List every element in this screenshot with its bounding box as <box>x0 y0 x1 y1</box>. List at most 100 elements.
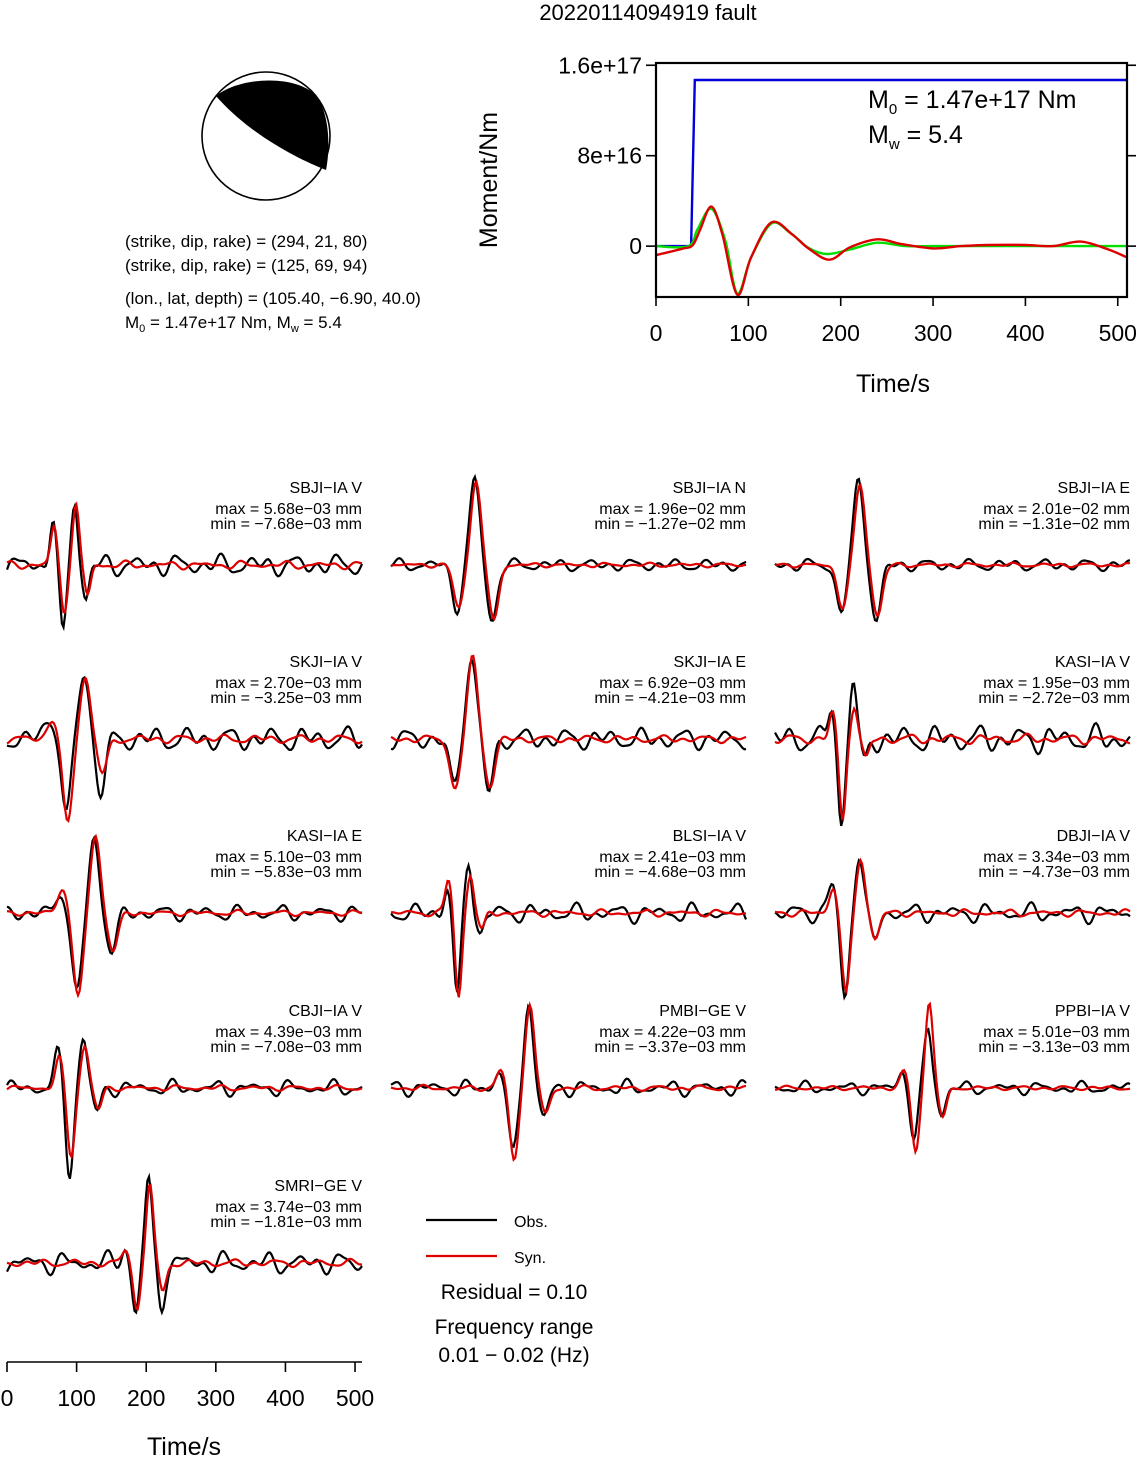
waveform-time-axis: 0 100 200 300 400 500 <box>1 1361 374 1411</box>
observed-trace <box>390 861 748 993</box>
legend-obs-label: Obs. <box>514 1214 548 1231</box>
beachball-compression-quadrant <box>216 80 329 170</box>
moment-x-tick-label: 500 <box>1099 320 1137 346</box>
moment-series-group <box>655 78 1128 296</box>
station-max: max = 6.92e−03 mm <box>599 675 746 692</box>
station-max: max = 1.95e−03 mm <box>983 675 1130 692</box>
moment-x-tick-label: 100 <box>729 320 767 346</box>
moment-y-axis-label: Moment/Nm <box>475 112 503 248</box>
station-min: min = −3.25e−03 mm <box>210 690 362 707</box>
moment-mw-annotation: Mw = 5.4 <box>868 121 963 153</box>
synthetic-trace <box>390 654 747 790</box>
station-name: KASI−IA E <box>287 828 362 845</box>
residual-text: Residual = 0.10 <box>441 1281 588 1304</box>
station-name: DBJI−IA V <box>1057 828 1131 845</box>
synthetic-trace <box>6 1044 363 1160</box>
station-name: SMRI−GE V <box>274 1178 362 1195</box>
moment-x-tick-label: 0 <box>650 320 663 346</box>
waveform-x-tick-label: 300 <box>197 1385 235 1411</box>
station-min: min = −1.27e−02 mm <box>594 516 746 533</box>
station-name: SBJI−IA N <box>673 480 746 497</box>
station-name: SKJI−IA E <box>674 654 746 671</box>
synthetic-trace <box>774 483 1131 617</box>
frequency-range-value: 0.01 − 0.02 (Hz) <box>438 1344 589 1367</box>
station-name: BLSI−IA V <box>673 828 747 845</box>
station-min: min = −4.68e−03 mm <box>594 864 746 881</box>
moment-y-tick-label: 1.6e+17 <box>558 52 642 78</box>
synthetic-trace <box>6 1183 363 1311</box>
station-min: min = −3.37e−03 mm <box>594 1039 746 1056</box>
location-text: (lon., lat, depth) = (105.40, −6.90, 40.… <box>125 289 421 308</box>
waveform-x-axis-label: Time/s <box>147 1433 221 1458</box>
plane-2-text: (strike, dip, rake) = (125, 69, 94) <box>125 256 367 275</box>
moment-series-2 <box>655 205 1128 296</box>
station-max: max = 2.01e−02 mm <box>983 501 1130 518</box>
focal-mechanism-beachball <box>201 71 331 201</box>
waveform-x-tick-label: 500 <box>336 1385 374 1411</box>
station-min: min = −4.73e−03 mm <box>978 864 1130 881</box>
synthetic-trace <box>390 479 747 621</box>
station-min: min = −3.13e−03 mm <box>978 1039 1130 1056</box>
station-name: SBJI−IA V <box>290 480 363 497</box>
legend-syn-label: Syn. <box>514 1250 546 1267</box>
station-min: min = −1.81e−03 mm <box>210 1214 362 1231</box>
station-min: min = −4.21e−03 mm <box>594 690 746 707</box>
moment-m0-annotation: M0 = 1.47e+17 Nm <box>868 86 1076 118</box>
station-name: CBJI−IA V <box>289 1003 363 1020</box>
synthetic-trace <box>774 1001 1131 1156</box>
station-max: max = 4.39e−03 mm <box>215 1024 362 1041</box>
moment-x-tick-label: 400 <box>1006 320 1044 346</box>
station-max: max = 5.68e−03 mm <box>215 501 362 518</box>
station-max: max = 3.34e−03 mm <box>983 849 1130 866</box>
station-name: KASI−IA V <box>1055 654 1130 671</box>
station-max: max = 2.70e−03 mm <box>215 675 362 692</box>
station-max: max = 5.10e−03 mm <box>215 849 362 866</box>
synthetic-trace <box>774 705 1131 821</box>
frequency-range-label: Frequency range <box>435 1316 594 1339</box>
plane-1-text: (strike, dip, rake) = (294, 21, 80) <box>125 232 367 251</box>
observed-trace <box>6 1172 363 1316</box>
moment-axes: 0 100 200 300 400 500 1.6e+17 8e+16 0 <box>558 52 1137 346</box>
figure-title: 20220114094919 fault <box>539 0 756 25</box>
station-min: min = −1.31e−02 mm <box>978 516 1130 533</box>
station-max: max = 2.41e−03 mm <box>599 849 746 866</box>
moment-y-tick-label: 8e+16 <box>577 143 642 169</box>
waveform-x-tick-label: 200 <box>127 1385 165 1411</box>
synthetic-trace <box>774 857 1131 996</box>
waveform-x-tick-label: 400 <box>266 1385 304 1411</box>
observed-trace <box>774 477 1131 623</box>
station-max: max = 4.22e−03 mm <box>599 1024 746 1041</box>
station-min: min = −7.08e−03 mm <box>210 1039 362 1056</box>
station-name: PPBI−IA V <box>1055 1003 1130 1020</box>
station-max: max = 5.01e−03 mm <box>983 1024 1130 1041</box>
station-min: min = −5.83e−03 mm <box>210 864 362 881</box>
observed-trace <box>390 473 747 623</box>
moment-x-tick-label: 300 <box>914 320 952 346</box>
waveform-x-tick-label: 0 <box>1 1385 14 1411</box>
synthetic-trace <box>6 677 363 823</box>
station-min: min = −7.68e−03 mm <box>210 516 362 533</box>
observed-trace <box>390 1003 747 1149</box>
moment-magnitude-text: M0 = 1.47e+17 Nm, Mw = 5.4 <box>125 313 342 335</box>
station-max: max = 3.74e−03 mm <box>215 1199 362 1216</box>
synthetic-trace <box>6 833 363 999</box>
moment-x-axis-label: Time/s <box>856 370 930 398</box>
synthetic-trace <box>390 873 747 998</box>
station-name: SBJI−IA E <box>1058 480 1130 497</box>
station-name: PMBI−GE V <box>659 1003 746 1020</box>
moment-plot-frame <box>654 61 1129 299</box>
synthetic-trace <box>6 501 363 614</box>
